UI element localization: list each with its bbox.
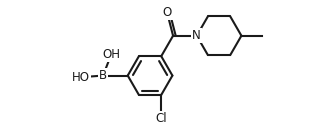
Text: OH: OH bbox=[102, 48, 120, 61]
Text: O: O bbox=[163, 6, 172, 19]
Text: HO: HO bbox=[72, 71, 90, 84]
Text: Cl: Cl bbox=[156, 112, 167, 125]
Text: B: B bbox=[99, 69, 107, 82]
Text: N: N bbox=[192, 29, 201, 42]
Text: N: N bbox=[192, 29, 201, 42]
